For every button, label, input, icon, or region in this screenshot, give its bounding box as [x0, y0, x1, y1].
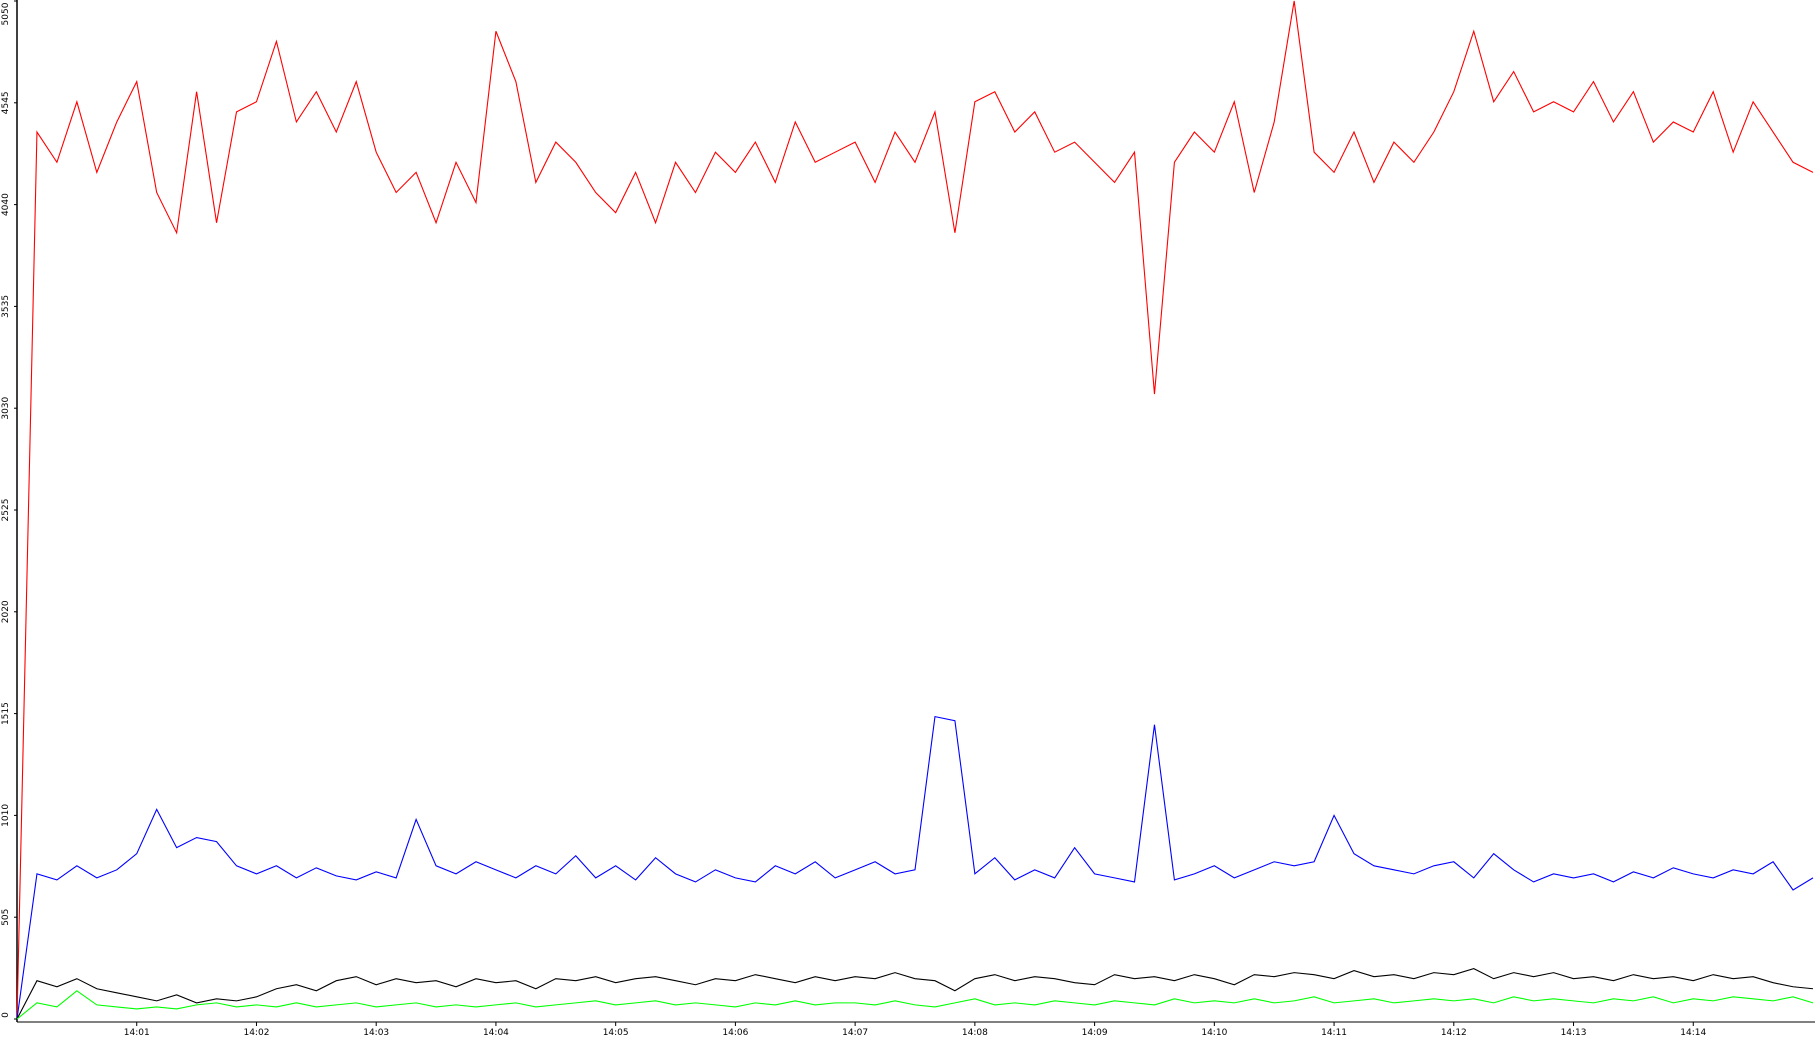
y-tick-label: 1010	[1, 804, 11, 827]
series-line	[16, 0, 1814, 1020]
x-tick-label: 14:04	[483, 1028, 509, 1038]
x-tick-label: 14:03	[363, 1028, 389, 1038]
x-tick-label: 14:06	[722, 1028, 748, 1038]
y-tick-label: 0	[1, 1012, 11, 1018]
series-line	[16, 715, 1814, 1020]
x-tick-label: 14:05	[603, 1028, 629, 1038]
y-tick-label: 5050	[1, 2, 11, 25]
series-line	[16, 968, 1814, 1020]
x-tick-label: 14:07	[842, 1028, 868, 1038]
y-tick-label: 4040	[1, 193, 11, 216]
y-tick-label: 3535	[1, 295, 11, 318]
x-tick-label: 14:14	[1680, 1028, 1706, 1038]
y-tick-label: 505	[1, 909, 11, 926]
x-tick-label: 14:10	[1201, 1028, 1227, 1038]
x-tick-label: 14:13	[1561, 1028, 1587, 1038]
y-tick-label: 2020	[1, 600, 11, 623]
y-tick-label: 3030	[1, 396, 11, 419]
x-tick-label: 14:01	[124, 1028, 150, 1038]
x-tick-label: 14:08	[962, 1028, 988, 1038]
x-tick-label: 14:09	[1082, 1028, 1108, 1038]
x-tick-label: 14:02	[243, 1028, 269, 1038]
y-tick-label: 2525	[1, 499, 11, 522]
series-line	[16, 990, 1814, 1020]
y-tick-label: 4545	[1, 91, 11, 114]
x-tick-label: 14:12	[1441, 1028, 1467, 1038]
x-tick-label: 14:11	[1321, 1028, 1347, 1038]
y-tick-label: 1515	[1, 702, 11, 725]
